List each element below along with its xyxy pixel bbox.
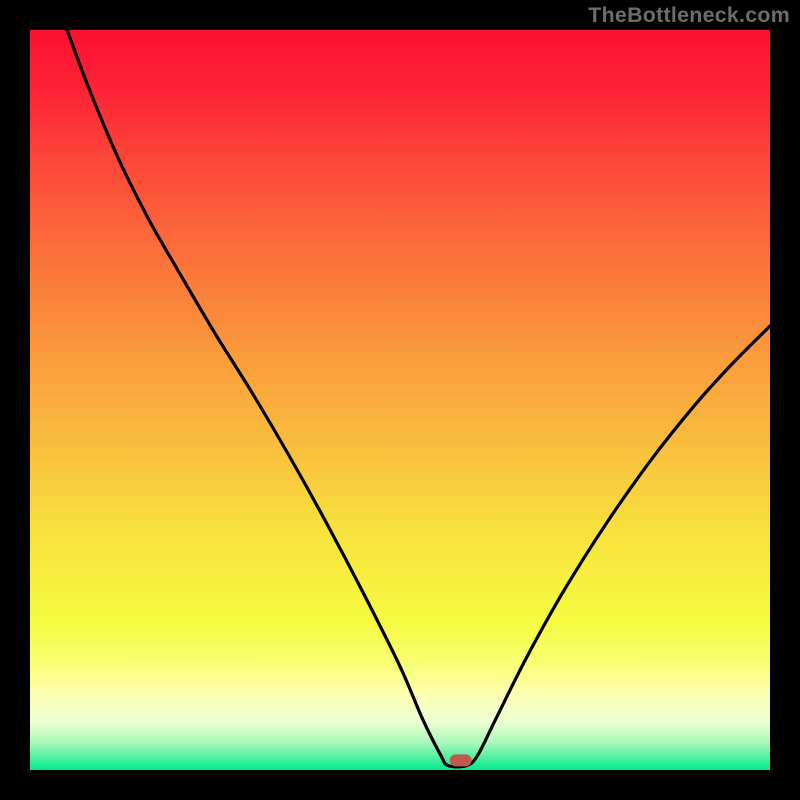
bottleneck-chart [0,0,800,800]
plot-background [30,30,770,770]
watermark-text: TheBottleneck.com [588,3,790,28]
minimum-marker [450,754,472,766]
